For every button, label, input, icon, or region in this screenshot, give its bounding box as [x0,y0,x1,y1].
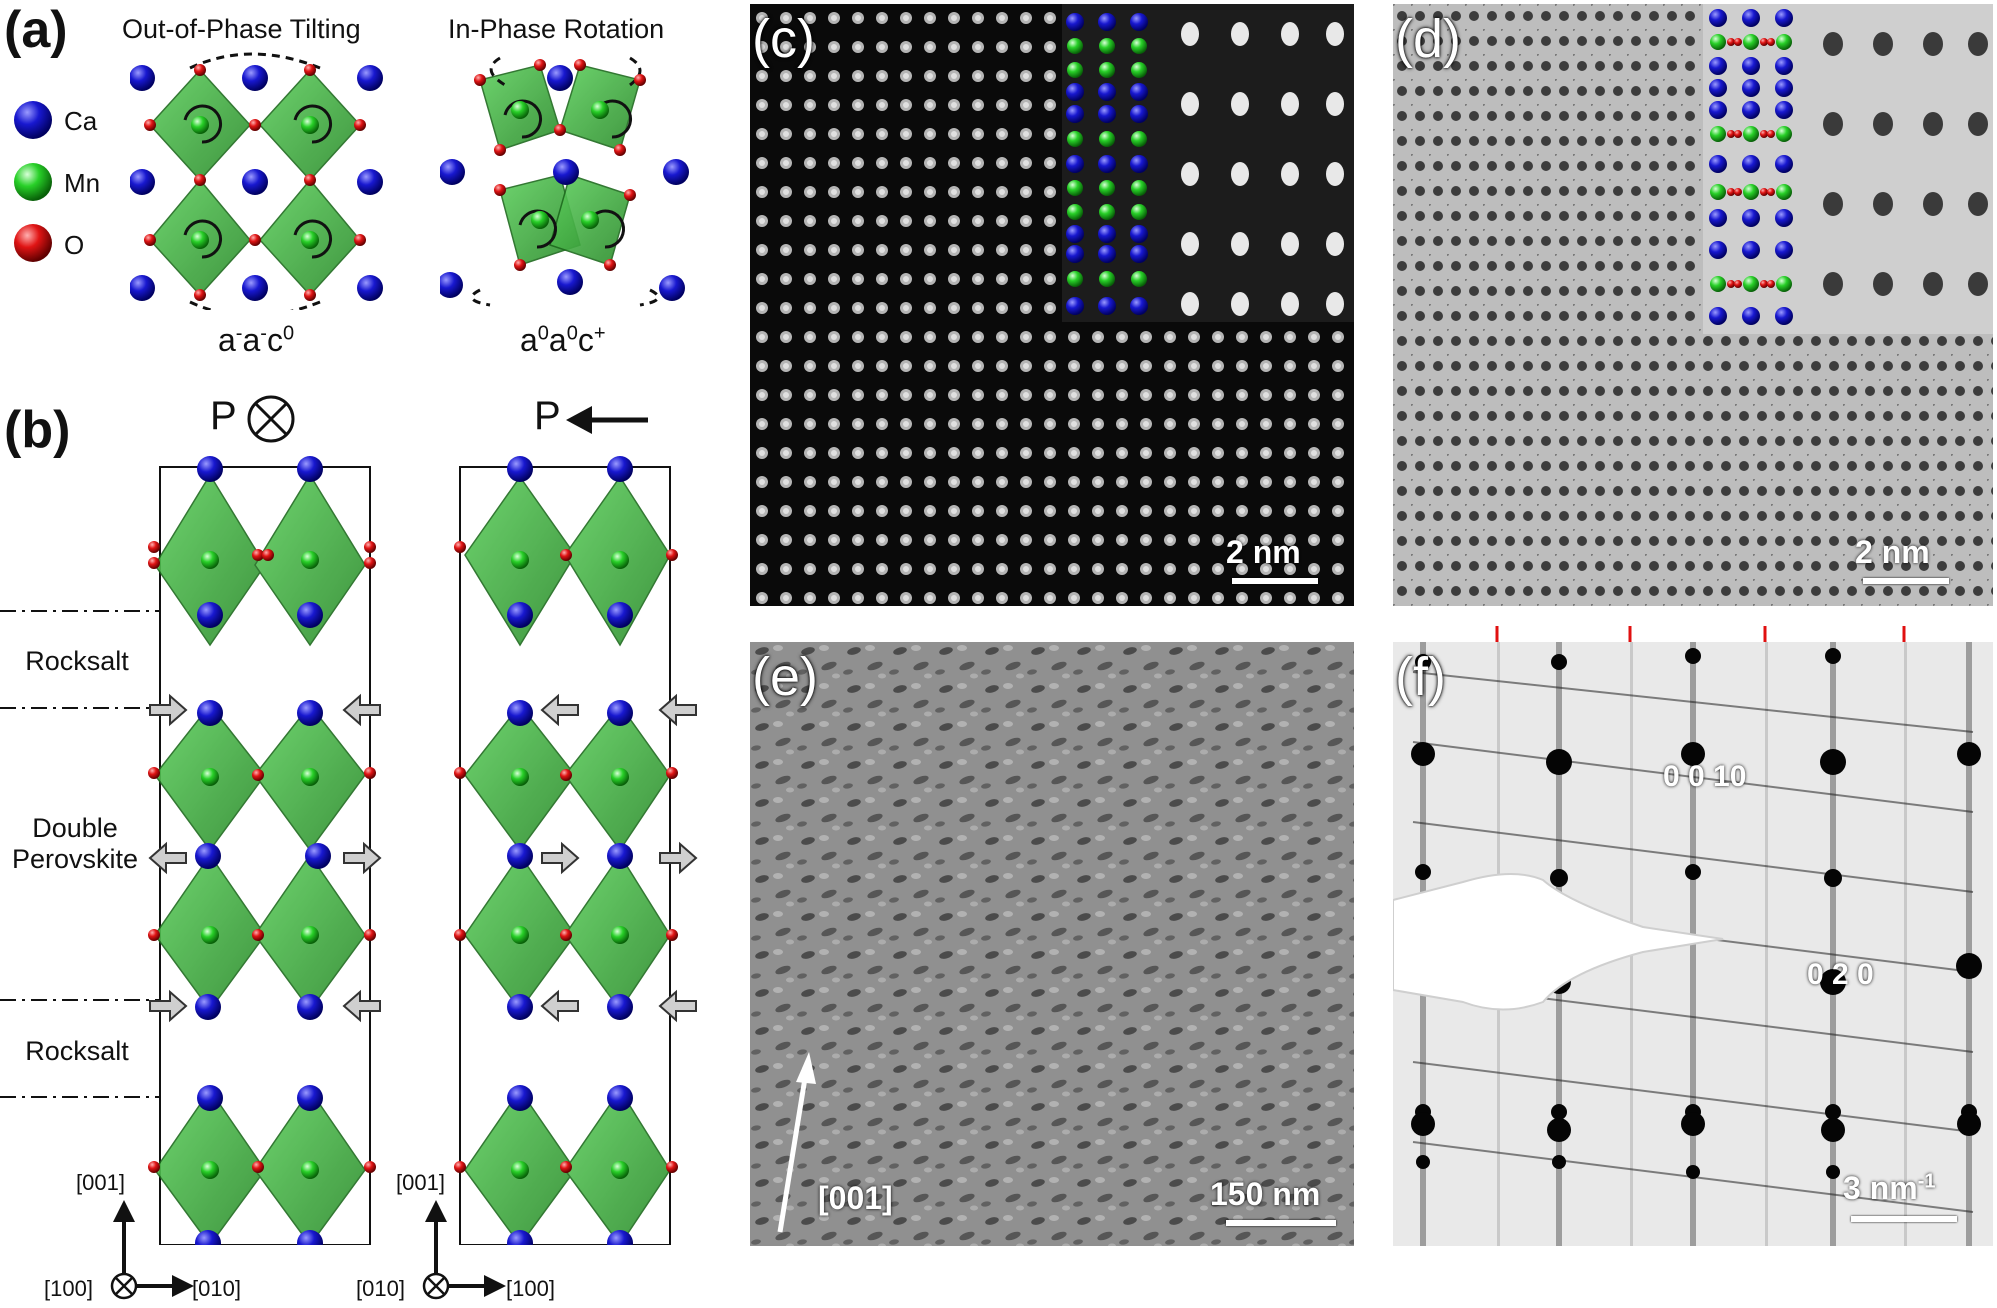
unit-cell-left [148,456,376,1245]
rocksalt-top-label: Rocksalt [25,646,129,676]
mn-atoms [191,116,319,249]
polarization-label-left: P [210,394,237,438]
out-of-phase-title: Out-of-Phase Tilting [122,14,361,44]
right-axis-right-label: [100] [506,1276,555,1301]
left-axis-up-label: [001] [76,1170,125,1195]
polarization-label-right: P [534,394,561,438]
panel-d-scalebar [1863,578,1949,584]
polarization-into-page-icon [247,395,295,443]
in-phase-structure [440,56,689,307]
panel-c-label: (c) [752,9,815,69]
panel-d-inset-zoom [1823,32,1988,296]
rocksalt-bottom-label: Rocksalt [25,1036,129,1066]
right-axis-view-label: [010] [356,1276,405,1301]
left-axes-icon [110,1200,194,1300]
double-perovskite-label: Double Perovskite [11,813,139,874]
o-atoms [474,59,646,271]
panel-e-direction-arrow [777,1071,809,1233]
o-atom-icon [14,224,52,262]
panel-d-abf-image: (d) 2 nm [1393,4,1993,606]
o-atoms [144,64,366,301]
panel-e-texture [750,642,1354,1246]
panel-c-scalebar-label: 2 nm [1226,534,1301,570]
mn-atom-icon [14,163,52,201]
reflection-0-2-0: 0 2 0 [1807,958,1874,991]
panel-c-inset-atoms [1066,13,1148,315]
polarization-left-arrow-icon [566,406,648,434]
panel-f-scalebar-label: 3 nm-1 [1843,1170,1936,1206]
panel-b-label: (b) [4,401,71,459]
left-axis-view-label: [100] [44,1276,93,1301]
panel-d-lattice [1393,4,1993,606]
rotation-arrows [183,52,332,310]
bragg-spots [1411,648,1982,1179]
mn-atoms [511,101,609,229]
ca-atoms [130,65,383,301]
panel-e-tem-image: (e) [001] 150 nm [750,642,1354,1246]
panel-c-scalebar [1232,578,1318,584]
panel-f-scalebar [1851,1216,1957,1222]
panel-c-inset-zoom [1181,22,1344,316]
legend-ca: Ca [64,106,98,136]
out-of-phase-glazer: a-a-c0 [218,322,295,358]
out-of-phase-structure [130,52,383,310]
panel-e-direction-label: [001] [818,1180,893,1216]
panel-f-diffraction-pattern: (f) 0 0 10 0 2 0 3 nm-1 [1393,642,1993,1246]
panel-f-label: (f) [1395,647,1446,707]
panel-c-lattice [750,4,1354,606]
panel-e-scalebar-label: 150 nm [1210,1176,1321,1212]
displacement-arrows-right [540,693,698,1023]
atom-legend-swatches [14,101,52,262]
beam-stopper [1393,873,1724,1011]
reflection-0-0-10: 0 0 10 [1663,760,1747,793]
legend-mn: Mn [64,168,101,198]
left-axis-right-label: [010] [192,1276,241,1301]
right-axes-icon [422,1200,506,1300]
ca-atom-icon [14,101,52,139]
panel-e-scalebar [1226,1220,1336,1226]
in-phase-title: In-Phase Rotation [448,14,665,44]
panel-c-haadf-image: (c) 2 nm [750,4,1354,606]
panel-e-label: (e) [752,647,818,707]
panel-d-label: (d) [1395,9,1461,69]
displacement-arrows-left [148,693,382,1023]
panel-a-label: (a) [4,1,68,59]
panel-f-spots [1393,642,1993,1246]
legend-o: O [64,230,85,260]
right-axis-up-label: [001] [396,1170,445,1195]
rotation-arrows [470,56,660,307]
ca-atoms [440,65,689,301]
panel-d-inset-atoms [1709,9,1793,325]
layer-separators [0,610,160,1098]
in-phase-glazer: a0a0c+ [520,322,606,358]
unit-cell-right [454,456,678,1245]
panel-d-scalebar-label: 2 nm [1855,534,1930,570]
